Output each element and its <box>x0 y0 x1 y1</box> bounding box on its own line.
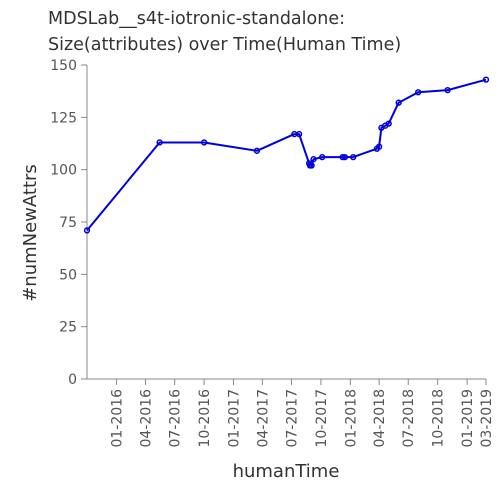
plot-area <box>83 76 490 234</box>
x-axis: 01-2016 04-2016 07-2016 10-2016 01-2017 04-20… <box>87 378 495 448</box>
chart-title: MDSLab__s4t-iotronic-standalone: Size(at… <box>48 6 401 58</box>
x-tick-label: 04-2017 <box>255 389 271 448</box>
x-tick-label: 10-2018 <box>431 389 447 448</box>
x-tick-label: 04-2018 <box>372 389 388 448</box>
chart-title-line-2: Size(attributes) over Time(Human Time) <box>48 35 402 55</box>
data-point <box>308 162 315 169</box>
data-point <box>319 153 326 161</box>
data-point <box>200 139 208 146</box>
x-tick-label: 10-2017 <box>314 389 330 448</box>
x-tick-label: 01-2017 <box>227 389 243 448</box>
y-axis: 0 25 50 75 100 125 150 <box>50 58 88 388</box>
data-point <box>482 76 490 83</box>
data-point <box>83 227 91 234</box>
data-point <box>156 139 163 146</box>
y-tick-label: 150 <box>50 58 77 74</box>
x-axis-title: humanTime <box>233 461 340 482</box>
x-tick-label: 07-2016 <box>168 389 184 448</box>
data-point <box>339 153 346 161</box>
data-point <box>310 156 317 163</box>
data-point <box>444 86 451 94</box>
data-point <box>350 153 357 161</box>
chart-title-line-1: MDSLab__s4t-iotronic-standalone: <box>48 9 345 29</box>
y-axis-title: #numNewAttrs <box>20 164 41 302</box>
x-tick-label: 10-2016 <box>197 389 213 448</box>
data-point <box>375 143 383 150</box>
data-point <box>385 120 392 127</box>
data-point <box>395 99 402 106</box>
x-tick-label: 01-2018 <box>343 389 359 448</box>
y-tick-label: 100 <box>50 163 77 179</box>
x-tick-label: 01-2019 <box>460 389 476 448</box>
data-point <box>341 153 349 161</box>
y-tick-label: 75 <box>59 215 77 231</box>
data-point <box>415 89 422 96</box>
x-tick-label: 07-2017 <box>284 389 300 448</box>
x-tick-label: 04-2016 <box>139 389 155 448</box>
y-tick-label: 125 <box>50 110 77 126</box>
x-tick-label: 03-2019 <box>479 389 495 448</box>
series-line <box>86 78 487 232</box>
y-tick-label: 25 <box>59 320 77 336</box>
y-tick-label: 50 <box>59 267 77 283</box>
x-tick-label: 01-2016 <box>109 389 125 448</box>
data-point <box>253 147 261 154</box>
data-point <box>295 130 303 138</box>
y-tick-label: 0 <box>68 372 77 388</box>
x-tick-label: 07-2018 <box>401 389 417 448</box>
